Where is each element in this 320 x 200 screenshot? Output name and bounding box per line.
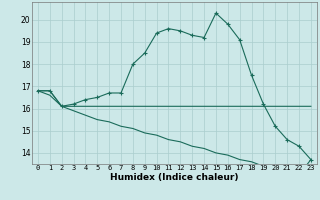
X-axis label: Humidex (Indice chaleur): Humidex (Indice chaleur)	[110, 173, 239, 182]
